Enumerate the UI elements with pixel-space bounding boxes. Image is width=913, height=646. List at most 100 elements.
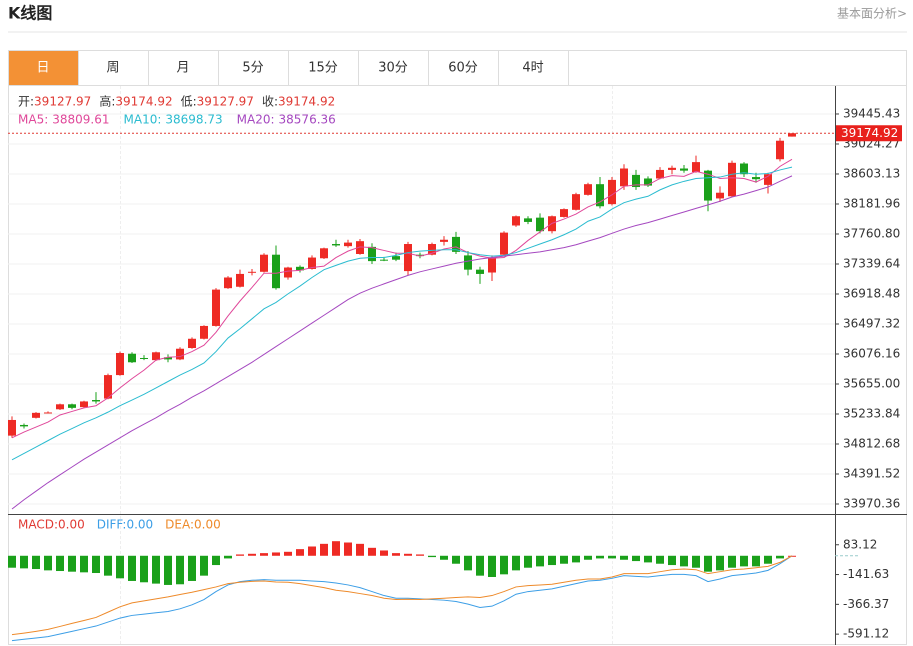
macd-bar — [548, 555, 556, 566]
tab[interactable] — [218, 50, 289, 86]
candle-body — [404, 244, 412, 272]
page-title: K线图 — [8, 4, 52, 23]
tab[interactable] — [8, 50, 79, 86]
macd-bar — [212, 555, 220, 566]
macd-y-tick-label: 83.12 — [843, 537, 877, 551]
info-value: 39127.97 — [197, 95, 254, 109]
candle-body — [776, 140, 784, 160]
macd-bar — [776, 555, 784, 559]
macd-bar — [512, 555, 520, 571]
y-tick-label: 36497.32 — [843, 316, 900, 330]
macd-bar — [380, 550, 388, 556]
candle-body — [632, 174, 640, 188]
macd-bar — [68, 555, 76, 572]
macd-legend-label: MACD: — [18, 518, 58, 532]
macd-bar — [260, 553, 268, 556]
candle-body — [152, 352, 160, 361]
macd-legend-label: DEA: — [165, 518, 194, 532]
candle-body — [392, 256, 400, 260]
macd-bar — [620, 555, 628, 560]
tab-label[interactable]: 15分 — [308, 61, 338, 76]
candle-body — [584, 184, 592, 195]
y-tick-label: 35233.84 — [843, 406, 900, 420]
candle-body — [308, 257, 316, 269]
macd-bar — [404, 553, 412, 556]
macd-bar — [44, 555, 52, 571]
tab[interactable] — [358, 50, 429, 86]
last-price-label: 39174.92 — [841, 126, 898, 140]
y-tick-label: 36076.16 — [843, 346, 900, 360]
macd-bar — [236, 554, 244, 556]
macd-bar — [632, 555, 640, 562]
ma-legend-value: 38698.73 — [165, 113, 222, 127]
candle-body — [236, 273, 244, 287]
candle-body — [248, 271, 256, 273]
tab-label[interactable]: 30分 — [378, 61, 408, 76]
y-tick-label: 39445.43 — [843, 106, 900, 120]
candle-body — [644, 178, 652, 186]
candle-body — [344, 242, 352, 247]
macd-bar — [704, 555, 712, 572]
candle-body — [668, 167, 676, 170]
tab[interactable] — [148, 50, 219, 86]
tab[interactable] — [78, 50, 149, 86]
macd-bar — [308, 546, 316, 556]
macd-bar — [152, 555, 160, 584]
candle-body — [680, 168, 688, 171]
macd-bar — [272, 552, 280, 556]
candle-body — [440, 239, 448, 242]
macd-bar — [500, 555, 508, 575]
candle-body — [464, 255, 472, 270]
macd-bar — [80, 555, 88, 573]
macd-bar — [716, 555, 724, 571]
y-tick-label: 35655.00 — [843, 376, 900, 390]
candle-body — [572, 194, 580, 210]
macd-bar — [140, 555, 148, 583]
candle-body — [524, 218, 532, 222]
macd-bar — [296, 549, 304, 556]
macd-bar — [200, 555, 208, 576]
macd-bar — [188, 555, 196, 581]
candle-body — [500, 232, 508, 255]
macd-legend-value: 0.00 — [126, 518, 153, 532]
candle-body — [188, 338, 196, 349]
macd-bar — [656, 555, 664, 564]
candle-body — [704, 170, 712, 201]
macd-bar — [428, 555, 436, 558]
macd-bar — [224, 555, 232, 559]
tab-label[interactable]: 60分 — [448, 61, 478, 76]
candle-body — [452, 236, 460, 252]
last-price-box — [836, 125, 902, 142]
candle-body — [368, 246, 376, 262]
tab[interactable] — [498, 50, 569, 86]
dea-line — [11, 555, 793, 636]
macd-bar — [116, 555, 124, 579]
macd-bar — [608, 555, 616, 559]
tab-label[interactable]: 周 — [106, 61, 119, 76]
candle-body — [92, 400, 100, 402]
y-tick-label: 37760.80 — [843, 226, 900, 240]
candle-body — [68, 404, 76, 408]
tab-label[interactable]: 月 — [176, 61, 189, 76]
fundamental-link[interactable]: 基本面分析> — [837, 7, 907, 21]
ma-legend-label: MA5: — [18, 113, 48, 127]
macd-bar — [668, 555, 676, 566]
candle-body — [512, 216, 520, 226]
ma-line — [11, 175, 793, 510]
tab-label[interactable]: 5分 — [242, 61, 263, 76]
macd-y-tick-label: -591.12 — [843, 627, 889, 641]
macd-bar — [416, 554, 424, 556]
tab-label[interactable]: 日 — [36, 61, 49, 76]
y-tick-label: 38181.96 — [843, 196, 900, 210]
macd-bar — [284, 551, 292, 556]
candle-body — [656, 169, 664, 179]
candle-body — [476, 269, 484, 274]
macd-bar — [536, 555, 544, 567]
candle-body — [176, 348, 184, 360]
macd-bar — [344, 542, 352, 556]
candle-body — [140, 357, 148, 359]
macd-legend-value: 0.00 — [58, 518, 85, 532]
macd-bar — [560, 555, 568, 564]
y-tick-label: 36918.48 — [843, 286, 900, 300]
tab-label[interactable]: 4时 — [522, 61, 543, 76]
